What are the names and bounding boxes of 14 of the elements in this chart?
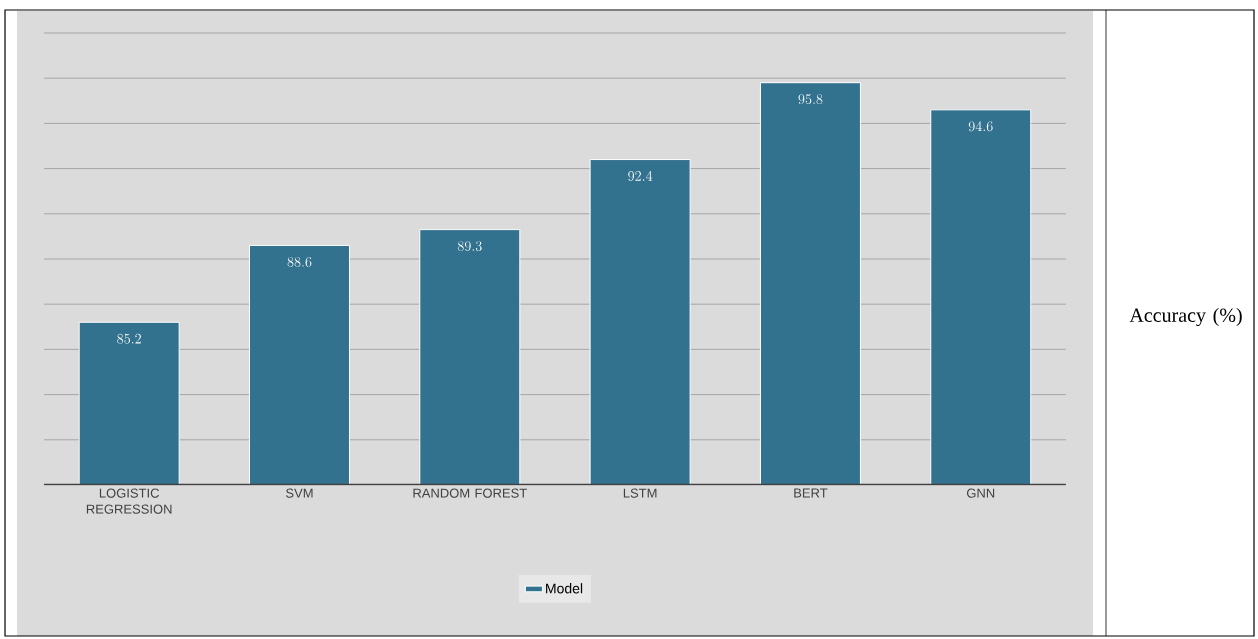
legend-label: Model <box>546 583 583 594</box>
x-tick-label: SVM <box>286 488 313 498</box>
data-label: 92.4 <box>628 170 653 181</box>
data-label: 95.8 <box>798 94 823 105</box>
x-tick-label: LOGISTIC REGRESSION <box>86 488 172 514</box>
text: Accuracy (%) <box>1129 307 1242 327</box>
data-label: 85.2 <box>117 333 141 344</box>
x-tick-label: LSTM <box>623 488 657 498</box>
x-tick-label: RANDOM FOREST <box>413 488 527 498</box>
data-label: 89.3 <box>457 241 482 252</box>
data-label: 88.6 <box>287 256 312 267</box>
x-tick-label: GNN <box>966 488 995 498</box>
x-tick-label: BERT <box>794 488 828 498</box>
data-label: 94.6 <box>968 121 993 132</box>
